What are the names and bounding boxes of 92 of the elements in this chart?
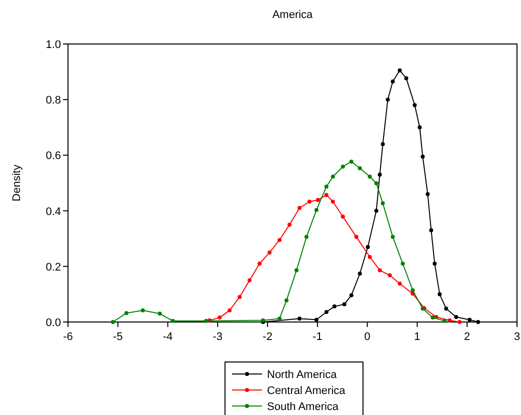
y-tick-label: 0.0 bbox=[46, 317, 61, 329]
x-tick-label: -4 bbox=[162, 331, 173, 343]
point bbox=[426, 192, 430, 196]
legend-label: North America bbox=[267, 369, 338, 381]
point bbox=[388, 273, 392, 278]
point bbox=[468, 318, 472, 322]
point bbox=[458, 320, 462, 324]
point bbox=[278, 316, 282, 321]
point bbox=[330, 174, 335, 179]
x-tick-label: -1 bbox=[312, 331, 322, 343]
x-tick-label: 3 bbox=[514, 331, 520, 343]
point bbox=[340, 164, 345, 169]
point bbox=[278, 238, 282, 242]
x-tick-label: 0 bbox=[364, 331, 370, 343]
point bbox=[366, 244, 370, 249]
point bbox=[442, 318, 447, 323]
point bbox=[378, 172, 382, 177]
point bbox=[444, 306, 448, 311]
point bbox=[380, 142, 385, 146]
point bbox=[349, 160, 354, 164]
x-tick-label: -5 bbox=[113, 331, 123, 343]
point bbox=[238, 294, 242, 299]
point bbox=[378, 268, 382, 272]
point bbox=[330, 200, 335, 204]
point bbox=[432, 262, 437, 266]
x-tick-label: -2 bbox=[262, 331, 272, 343]
point bbox=[404, 76, 408, 80]
point bbox=[386, 98, 390, 102]
point bbox=[429, 228, 434, 232]
point bbox=[342, 302, 346, 306]
point bbox=[380, 201, 385, 206]
chart-title: America bbox=[272, 9, 314, 21]
point bbox=[358, 166, 362, 170]
x-tick-label: 1 bbox=[414, 331, 420, 343]
point bbox=[316, 198, 320, 202]
point bbox=[340, 214, 345, 219]
x-tick-label: -6 bbox=[63, 331, 73, 343]
y-tick-label: 0.4 bbox=[46, 206, 61, 218]
y-tick-label: 0.2 bbox=[46, 261, 61, 274]
point bbox=[294, 268, 298, 272]
point bbox=[268, 250, 272, 254]
point bbox=[410, 288, 415, 292]
point bbox=[454, 314, 458, 319]
point bbox=[418, 125, 422, 130]
point bbox=[140, 308, 145, 312]
point bbox=[420, 154, 425, 159]
point bbox=[354, 234, 358, 239]
point bbox=[332, 304, 336, 308]
point bbox=[258, 262, 262, 266]
point bbox=[218, 316, 222, 320]
point bbox=[368, 254, 372, 259]
point bbox=[398, 282, 402, 286]
y-tick-label: 0.8 bbox=[46, 94, 61, 107]
point bbox=[400, 262, 405, 266]
point bbox=[248, 278, 252, 282]
point bbox=[390, 80, 395, 84]
y-tick-label: 0.6 bbox=[46, 150, 61, 162]
x-tick-label: -3 bbox=[212, 331, 223, 343]
point bbox=[476, 320, 480, 324]
point bbox=[314, 208, 318, 212]
legend-label: South America bbox=[267, 401, 340, 413]
point bbox=[228, 308, 232, 312]
legend-label: Central America bbox=[267, 385, 346, 397]
point bbox=[204, 318, 208, 323]
point bbox=[374, 181, 378, 186]
y-tick-label: 1.0 bbox=[46, 39, 61, 51]
point bbox=[438, 292, 442, 296]
point bbox=[284, 298, 289, 302]
point bbox=[288, 222, 292, 227]
point bbox=[448, 318, 452, 322]
point bbox=[124, 311, 128, 316]
point bbox=[324, 310, 328, 314]
point bbox=[297, 316, 302, 321]
point bbox=[158, 312, 162, 316]
point bbox=[304, 234, 308, 239]
point bbox=[368, 174, 372, 179]
point bbox=[430, 316, 435, 320]
point bbox=[390, 234, 395, 239]
point bbox=[412, 103, 417, 108]
point bbox=[307, 200, 312, 204]
point bbox=[110, 320, 115, 324]
point bbox=[324, 192, 328, 197]
point bbox=[324, 184, 328, 189]
point bbox=[398, 68, 402, 72]
point bbox=[358, 272, 362, 276]
y-axis-title: Density bbox=[11, 164, 23, 202]
point bbox=[170, 318, 175, 323]
point bbox=[374, 208, 378, 213]
point bbox=[349, 293, 354, 298]
x-tick-label: 2 bbox=[464, 331, 470, 343]
point bbox=[297, 206, 302, 210]
point bbox=[314, 318, 318, 322]
